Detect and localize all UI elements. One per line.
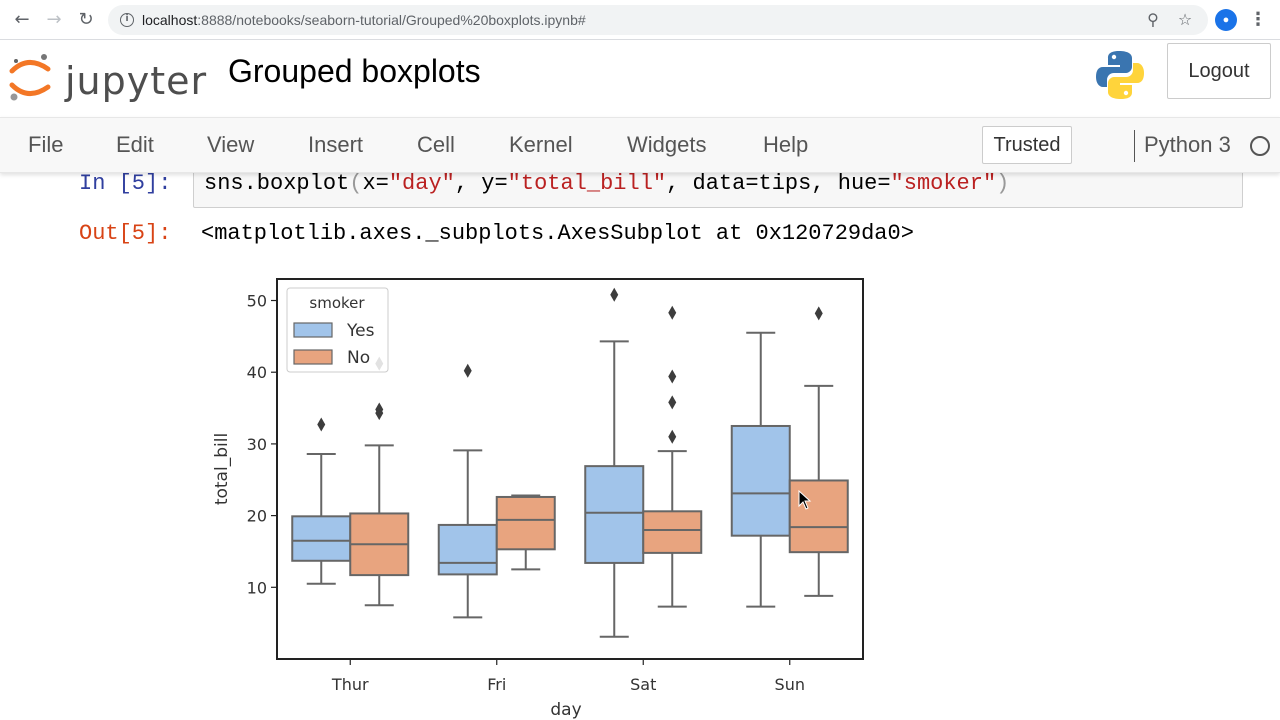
code-paren-close: ): [996, 171, 1010, 196]
star-icon[interactable]: ☆: [1177, 10, 1193, 29]
x-tick-label-Fri: Fri: [487, 675, 506, 694]
menu-insert[interactable]: Insert: [308, 132, 364, 157]
notebook-title[interactable]: Grouped boxplots: [228, 53, 481, 89]
code-string-3: "smoker": [890, 171, 997, 196]
address-bar[interactable]: i localhost:8888/notebooks/seaborn-tutor…: [108, 5, 1208, 35]
output-text: <matplotlib.axes._subplots.AxesSubplot a…: [201, 221, 914, 246]
y-tick-label-30: 30: [247, 435, 267, 454]
url-text[interactable]: localhost:8888/notebooks/seaborn-tutoria…: [142, 12, 586, 28]
y-axis-label: total_bill: [212, 433, 232, 505]
menu-file[interactable]: File: [28, 132, 64, 157]
flier-no-sat-2: [668, 369, 677, 384]
trusted-button[interactable]: Trusted: [982, 126, 1072, 164]
flier-no-sun-0: [814, 306, 823, 321]
jupyter-logo-text: jupyter: [65, 59, 208, 103]
code-func: sns.boxplot: [204, 171, 350, 196]
x-tick-label-Sat: Sat: [630, 675, 656, 694]
menu-view[interactable]: View: [207, 132, 255, 157]
code-part-1: x=: [362, 171, 389, 196]
legend-label-no: No: [347, 348, 370, 368]
menu-widgets[interactable]: Widgets: [627, 132, 707, 157]
logout-button[interactable]: Logout: [1167, 43, 1271, 99]
forward-icon[interactable]: →: [46, 9, 62, 30]
url-host: localhost: [142, 12, 198, 28]
reload-icon[interactable]: ↻: [78, 9, 94, 30]
code-line[interactable]: sns.boxplot(x="day", y="total_bill", dat…: [204, 171, 1009, 196]
y-tick-label-20: 20: [247, 507, 267, 526]
kernel-name[interactable]: Python 3: [1144, 132, 1231, 157]
box-yes-sat: [584, 465, 645, 564]
x-axis-label: day: [550, 700, 581, 720]
flier-no-sat-3: [668, 305, 677, 320]
menu-edit[interactable]: Edit: [116, 132, 154, 157]
browser-toolbar: ← → ↻ i localhost:8888/notebooks/seaborn…: [0, 0, 1280, 40]
menu-kernel[interactable]: Kernel: [509, 132, 573, 157]
info-icon[interactable]: i: [120, 13, 134, 27]
code-part-3: , data=tips, hue=: [666, 171, 891, 196]
box-yes-sun: [730, 424, 791, 537]
box-yes-fri: [437, 523, 498, 576]
x-tick-label-Sun: Sun: [775, 675, 805, 694]
box-no-sat: [642, 510, 703, 554]
menu-help[interactable]: Help: [763, 132, 809, 157]
kernel-idle-icon: [1250, 136, 1270, 156]
url-path: :8888/notebooks/seaborn-tutorial/Grouped…: [197, 12, 586, 28]
jupyter-header: jupyter Grouped boxplots Logout: [0, 41, 1280, 113]
output-prompt: Out[5]:: [79, 221, 172, 246]
y-tick-label-40: 40: [247, 363, 267, 382]
menu-cell[interactable]: Cell: [417, 132, 455, 157]
flier-yes-thur-0: [317, 417, 326, 432]
y-tick-label-50: 50: [247, 292, 267, 311]
legend-swatch-no: [293, 349, 333, 365]
flier-no-sat-0: [668, 429, 677, 444]
mouse-cursor-icon: [798, 490, 812, 510]
input-prompt: In [5]:: [79, 171, 172, 196]
box-yes-thur: [291, 515, 352, 562]
legend-swatch-yes: [293, 322, 333, 338]
code-string-2: "total_bill": [507, 171, 667, 196]
boxplot-chart: 10 20 30 40 50 Thur Fri Sat Sun day total_bill smok…: [212, 278, 864, 720]
legend-title: smoker: [309, 294, 365, 312]
kebab-menu-icon[interactable]: ⋮: [1249, 9, 1267, 30]
x-tick-label-Thur: Thur: [331, 675, 369, 694]
code-part-2: , y=: [454, 171, 508, 196]
box-no-fri: [495, 495, 556, 551]
flier-no-thur-1: [375, 406, 384, 421]
code-string-1: "day": [388, 171, 455, 196]
flier-yes-fri-0: [463, 363, 472, 378]
flier-no-sat-1: [668, 395, 677, 410]
profile-avatar[interactable]: ●: [1215, 9, 1237, 31]
y-tick-label-10: 10: [247, 578, 267, 597]
python-logo-icon: [1096, 51, 1144, 99]
back-icon[interactable]: ←: [14, 9, 30, 30]
code-paren-open: (: [349, 171, 363, 196]
jupyter-logo-icon: [9, 54, 51, 101]
kernel-separator: [1134, 130, 1135, 162]
flier-yes-sat-0: [610, 287, 619, 302]
jupyter-logo[interactable]: jupyter: [8, 49, 206, 105]
menubar: File Edit View Insert Cell Kernel Widget…: [0, 117, 1280, 173]
zoom-icon[interactable]: ⚲: [1147, 10, 1159, 29]
legend-label-yes: Yes: [346, 321, 375, 341]
